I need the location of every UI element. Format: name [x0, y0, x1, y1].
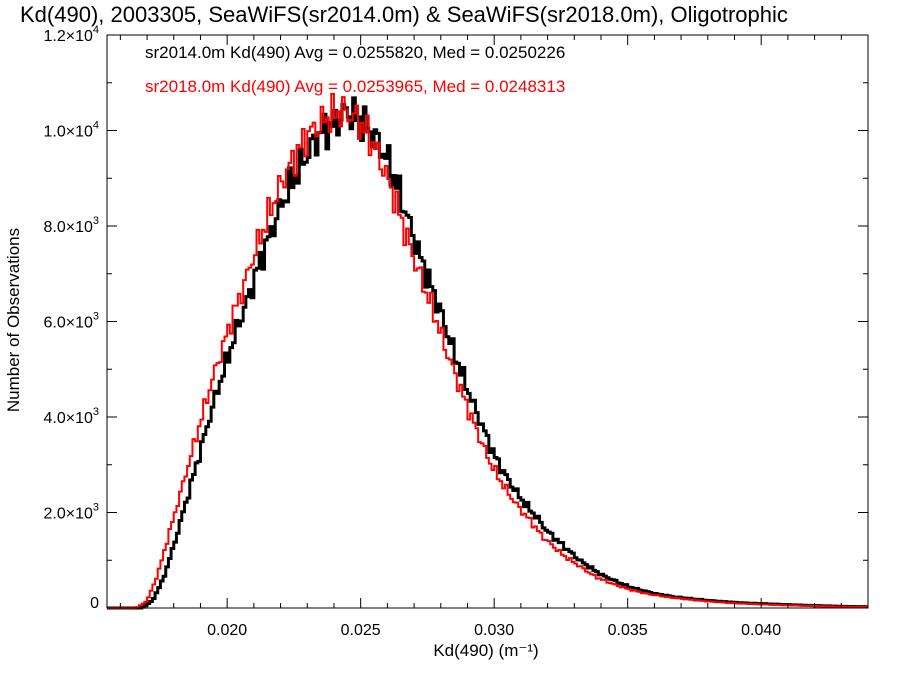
y-tick-label: 6.0×103	[43, 311, 99, 332]
histogram-series	[107, 92, 868, 610]
x-tick-label: 0.025	[341, 622, 381, 639]
y-tick-label: 2.0×103	[43, 502, 99, 523]
legend-entry-sr2018: sr2018.0m Kd(490) Avg = 0.0253965, Med =…	[145, 77, 565, 96]
x-tick-label: 0.040	[741, 622, 781, 639]
y-axis-label: Number of Observations	[4, 228, 23, 412]
x-tick-label: 0.020	[207, 622, 247, 639]
y-tick-label: 4.0×103	[43, 406, 99, 427]
plot-frame	[106, 34, 869, 609]
y-tick-label: 1.0×104	[43, 120, 99, 141]
y-tick-label: 8.0×103	[43, 215, 99, 236]
y-tick-label: 0	[90, 595, 99, 612]
y-tick-label: 1.2×104	[43, 24, 99, 45]
x-tick-label: 0.035	[608, 622, 648, 639]
x-axis-label: Kd(490) (m⁻¹)	[433, 641, 538, 660]
axis-ticks: 0.020 0.025 0.030 0.035 0.040 0 2.0×103 4.0×103…	[43, 24, 869, 639]
legend-entry-sr2014: sr2014.0m Kd(490) Avg = 0.0255820, Med =…	[145, 43, 565, 62]
chart-title: Kd(490), 2003305, SeaWiFS(sr2014.0m) & S…	[20, 2, 788, 27]
series-line-sr2018.0m	[107, 92, 868, 609]
x-tick-label: 0.030	[474, 622, 514, 639]
